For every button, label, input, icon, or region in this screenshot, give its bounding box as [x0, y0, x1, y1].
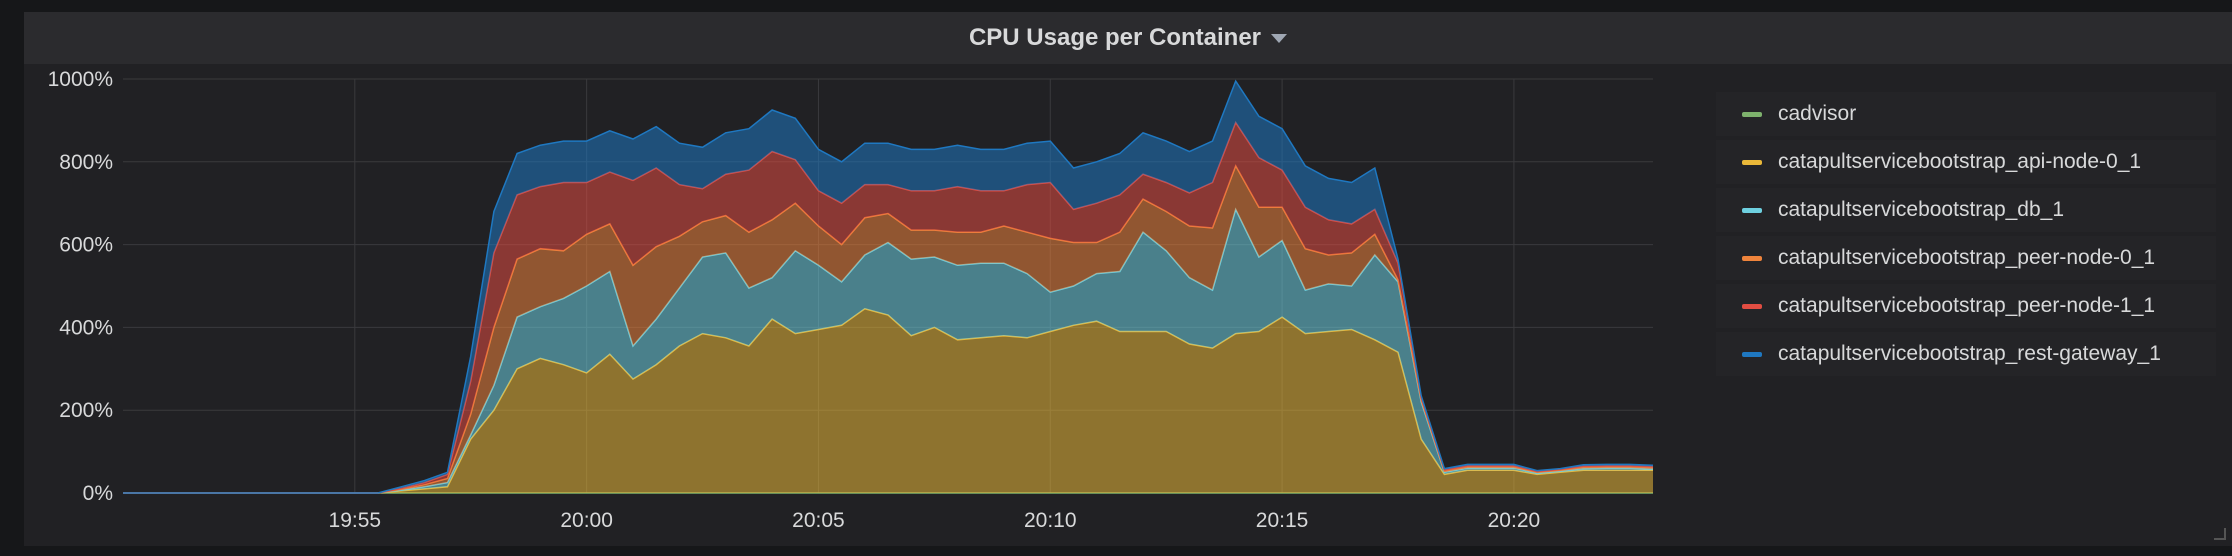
- legend-item-api-node[interactable]: catapultservicebootstrap_api-node-0_1: [1716, 140, 2216, 184]
- series-line-gateway: [123, 79, 1654, 494]
- legend-swatch-icon: [1742, 207, 1762, 213]
- panel-header[interactable]: CPU Usage per Container: [24, 12, 2232, 64]
- x-tick-label: 20:15: [1256, 509, 1309, 532]
- legend-swatch-icon: [1742, 303, 1762, 309]
- legend-item-cadvisor[interactable]: cadvisor: [1716, 92, 2216, 136]
- series-area-api: [123, 308, 1653, 493]
- legend-swatch-icon: [1742, 351, 1762, 357]
- y-tick-label: 200%: [59, 399, 113, 422]
- x-tick-label: 20:05: [792, 509, 845, 532]
- x-tick-label: 20:10: [1024, 509, 1077, 532]
- y-tick-label: 0%: [83, 482, 113, 505]
- legend-item-peer-node-0[interactable]: catapultservicebootstrap_peer-node-0_1: [1716, 236, 2216, 280]
- y-tick-label: 600%: [59, 234, 113, 257]
- chart-panel: CPU Usage per Container 0% 200% 400% 600% 80…: [24, 12, 2232, 546]
- x-tick-label: 20:00: [560, 509, 613, 532]
- legend-label[interactable]: catapultservicebootstrap_rest-gateway_1: [1778, 342, 2161, 365]
- x-tick-label: 20:20: [1488, 509, 1541, 532]
- legend-item-peer-node-1[interactable]: catapultservicebootstrap_peer-node-1_1: [1716, 284, 2216, 328]
- legend-swatch-icon: [1742, 159, 1762, 165]
- series-area-db: [123, 209, 1653, 493]
- legend-item-rest-gateway[interactable]: catapultservicebootstrap_rest-gateway_1: [1716, 332, 2216, 376]
- y-tick-label: 400%: [59, 316, 113, 339]
- legend-label[interactable]: catapultservicebootstrap_peer-node-0_1: [1778, 246, 2156, 269]
- series-area-peer1: [123, 122, 1653, 493]
- legend-swatch-icon: [1742, 111, 1762, 117]
- legend-swatch-icon: [1742, 255, 1762, 261]
- legend-label[interactable]: cadvisor: [1778, 102, 1857, 125]
- y-tick-label: 1000%: [48, 68, 113, 91]
- legend-label[interactable]: catapultservicebootstrap_peer-node-1_1: [1778, 294, 2156, 317]
- series-area-peer0: [123, 165, 1653, 493]
- legend-label[interactable]: catapultservicebootstrap_db_1: [1778, 198, 2065, 221]
- legend-label[interactable]: catapultservicebootstrap_api-node-0_1: [1778, 150, 2142, 173]
- chevron-down-icon[interactable]: [1271, 33, 1288, 43]
- legend: cadvisor catapultservicebootstrap_api-no…: [1716, 92, 2216, 380]
- panel-title[interactable]: CPU Usage per Container: [968, 24, 1262, 51]
- y-tick-label: 800%: [59, 151, 113, 174]
- x-tick-label: 19:55: [329, 509, 382, 532]
- legend-item-db[interactable]: catapultservicebootstrap_db_1: [1716, 188, 2216, 232]
- chart-area[interactable]: 0% 200% 400% 600% 800% 1000% 19:55 20:00 20:05 20…: [24, 12, 1684, 546]
- resize-handle-icon[interactable]: [2214, 528, 2226, 540]
